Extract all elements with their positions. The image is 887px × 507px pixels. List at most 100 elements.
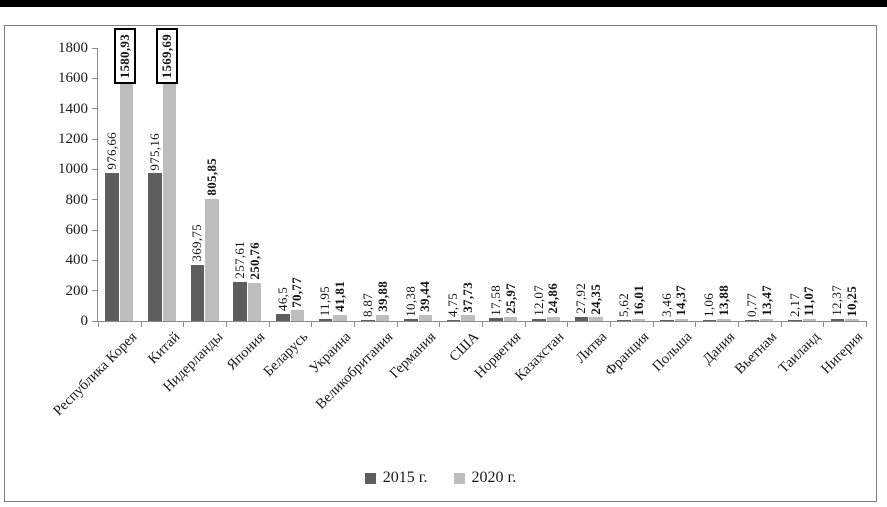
x-axis-tick	[866, 322, 867, 327]
boxed-value-label: 1580,93	[113, 28, 136, 85]
bar-2015-8	[446, 320, 461, 321]
x-axis-tick	[183, 322, 185, 327]
x-axis-tick	[780, 322, 782, 327]
value-label: 257,61	[232, 241, 248, 279]
value-label: 10,25	[843, 285, 859, 317]
bar-2020-11	[589, 317, 603, 321]
x-axis-tick	[226, 322, 227, 327]
page-top-rule	[0, 0, 887, 7]
chart-legend: 2015 г. 2020 г.	[5, 469, 876, 487]
x-axis-tick	[652, 322, 654, 327]
bar-2015-13	[660, 320, 674, 321]
y-axis-tick	[92, 259, 97, 261]
x-axis-tick	[140, 322, 142, 327]
category-axis-labels: Республика Корея Китай Нидерланды Япония Бел…	[5, 321, 876, 481]
bar-2015-2	[190, 264, 205, 321]
legend-swatch-icon	[453, 472, 465, 484]
value-label: 70,77	[289, 276, 305, 308]
bar-2015-10	[532, 319, 546, 321]
bar-2015-0	[105, 172, 119, 321]
bar-2020-9	[503, 317, 518, 321]
y-tick-label: 200	[65, 282, 89, 299]
y-axis-tick	[92, 108, 97, 110]
y-axis-tick	[92, 229, 97, 231]
bar-2015-17	[830, 319, 845, 321]
bar-2015-1	[148, 173, 162, 321]
value-label: 1,06	[701, 293, 717, 317]
bar-2015-12	[617, 320, 631, 321]
bar-2020-15	[759, 318, 774, 321]
plot-area: 0 200 400 600 800 1000 1200 1400 1600 1800 976,66 1…	[58, 28, 867, 329]
legend-label: 2015 г.	[382, 469, 428, 486]
bar-2020-2	[205, 198, 219, 321]
bar-2020-7	[418, 315, 432, 321]
bar-2020-16	[802, 319, 816, 321]
value-label: 25,97	[502, 283, 518, 315]
bar-2015-9	[489, 318, 503, 321]
value-label: 41,81	[331, 280, 347, 312]
y-tick-label: 1200	[58, 131, 88, 147]
y-tick-label: 1000	[58, 161, 88, 178]
x-axis-tick	[695, 322, 697, 327]
bar-2020-14	[717, 318, 731, 321]
bar-2015-7	[404, 319, 418, 321]
x-axis-tick	[482, 322, 483, 327]
value-label: 369,75	[189, 224, 205, 262]
bar-2020-17	[845, 319, 859, 321]
value-label: 37,73	[459, 281, 475, 313]
value-label: 12,37	[829, 285, 845, 317]
y-axis-tick	[92, 77, 97, 79]
value-label: 976,66	[104, 132, 120, 170]
value-label: 24,86	[545, 283, 561, 315]
y-tick-label: 1400	[58, 100, 88, 117]
legend-swatch-icon	[364, 472, 376, 484]
value-label: 0,77	[744, 293, 760, 317]
x-axis-tick	[439, 322, 441, 327]
bar-2020-3	[247, 282, 262, 321]
value-label: 39,88	[374, 281, 390, 312]
bar-2020-10	[546, 317, 560, 321]
bar-2015-6	[361, 319, 375, 321]
y-tick-label: 1800	[58, 40, 88, 56]
value-label: 250,76	[246, 242, 262, 280]
y-tick-label: 600	[65, 222, 89, 238]
x-axis-tick	[311, 322, 313, 327]
y-tick-label: 400	[65, 252, 89, 269]
value-label: 24,35	[587, 283, 603, 315]
value-label: 11,07	[801, 286, 817, 317]
bar-2015-11	[574, 316, 589, 321]
bar-2020-4	[290, 310, 304, 321]
value-label: 39,44	[417, 281, 433, 313]
value-label: 975,16	[146, 132, 162, 171]
y-axis-tick	[92, 138, 97, 140]
bar-2015-14	[702, 320, 717, 321]
bar-2020-0	[119, 81, 134, 321]
bar-chart: 0 200 400 600 800 1000 1200 1400 1600 1800 976,66 1…	[4, 25, 877, 502]
x-axis-tick	[738, 322, 739, 327]
bar-2015-15	[745, 320, 759, 321]
bar-2020-8	[461, 315, 475, 321]
value-label: 17,58	[488, 284, 504, 316]
bar-2020-12	[631, 318, 646, 321]
bar-2015-4	[276, 313, 290, 321]
boxed-value-label: 1569,69	[156, 28, 179, 85]
value-label: 1580,93	[116, 34, 132, 79]
x-axis-tick	[396, 322, 398, 327]
x-axis-line	[92, 321, 867, 322]
y-axis-tick	[92, 320, 97, 322]
x-axis-tick	[98, 322, 99, 327]
value-label: 8,87	[360, 292, 376, 317]
value-label: 1569,69	[159, 34, 175, 79]
legend-item-2020: 2020 г.	[453, 469, 516, 487]
bar-2015-16	[788, 320, 802, 321]
y-axis-tick	[92, 168, 97, 170]
x-axis-tick	[354, 322, 355, 327]
bar-2020-1	[162, 82, 176, 321]
value-label: 14,37	[673, 285, 689, 316]
y-axis-tick	[92, 47, 97, 49]
y-tick-label: 0	[80, 313, 89, 329]
value-label: 16,01	[630, 284, 646, 316]
bar-2015-3	[233, 281, 247, 321]
legend-item-2015: 2015 г.	[364, 469, 428, 487]
